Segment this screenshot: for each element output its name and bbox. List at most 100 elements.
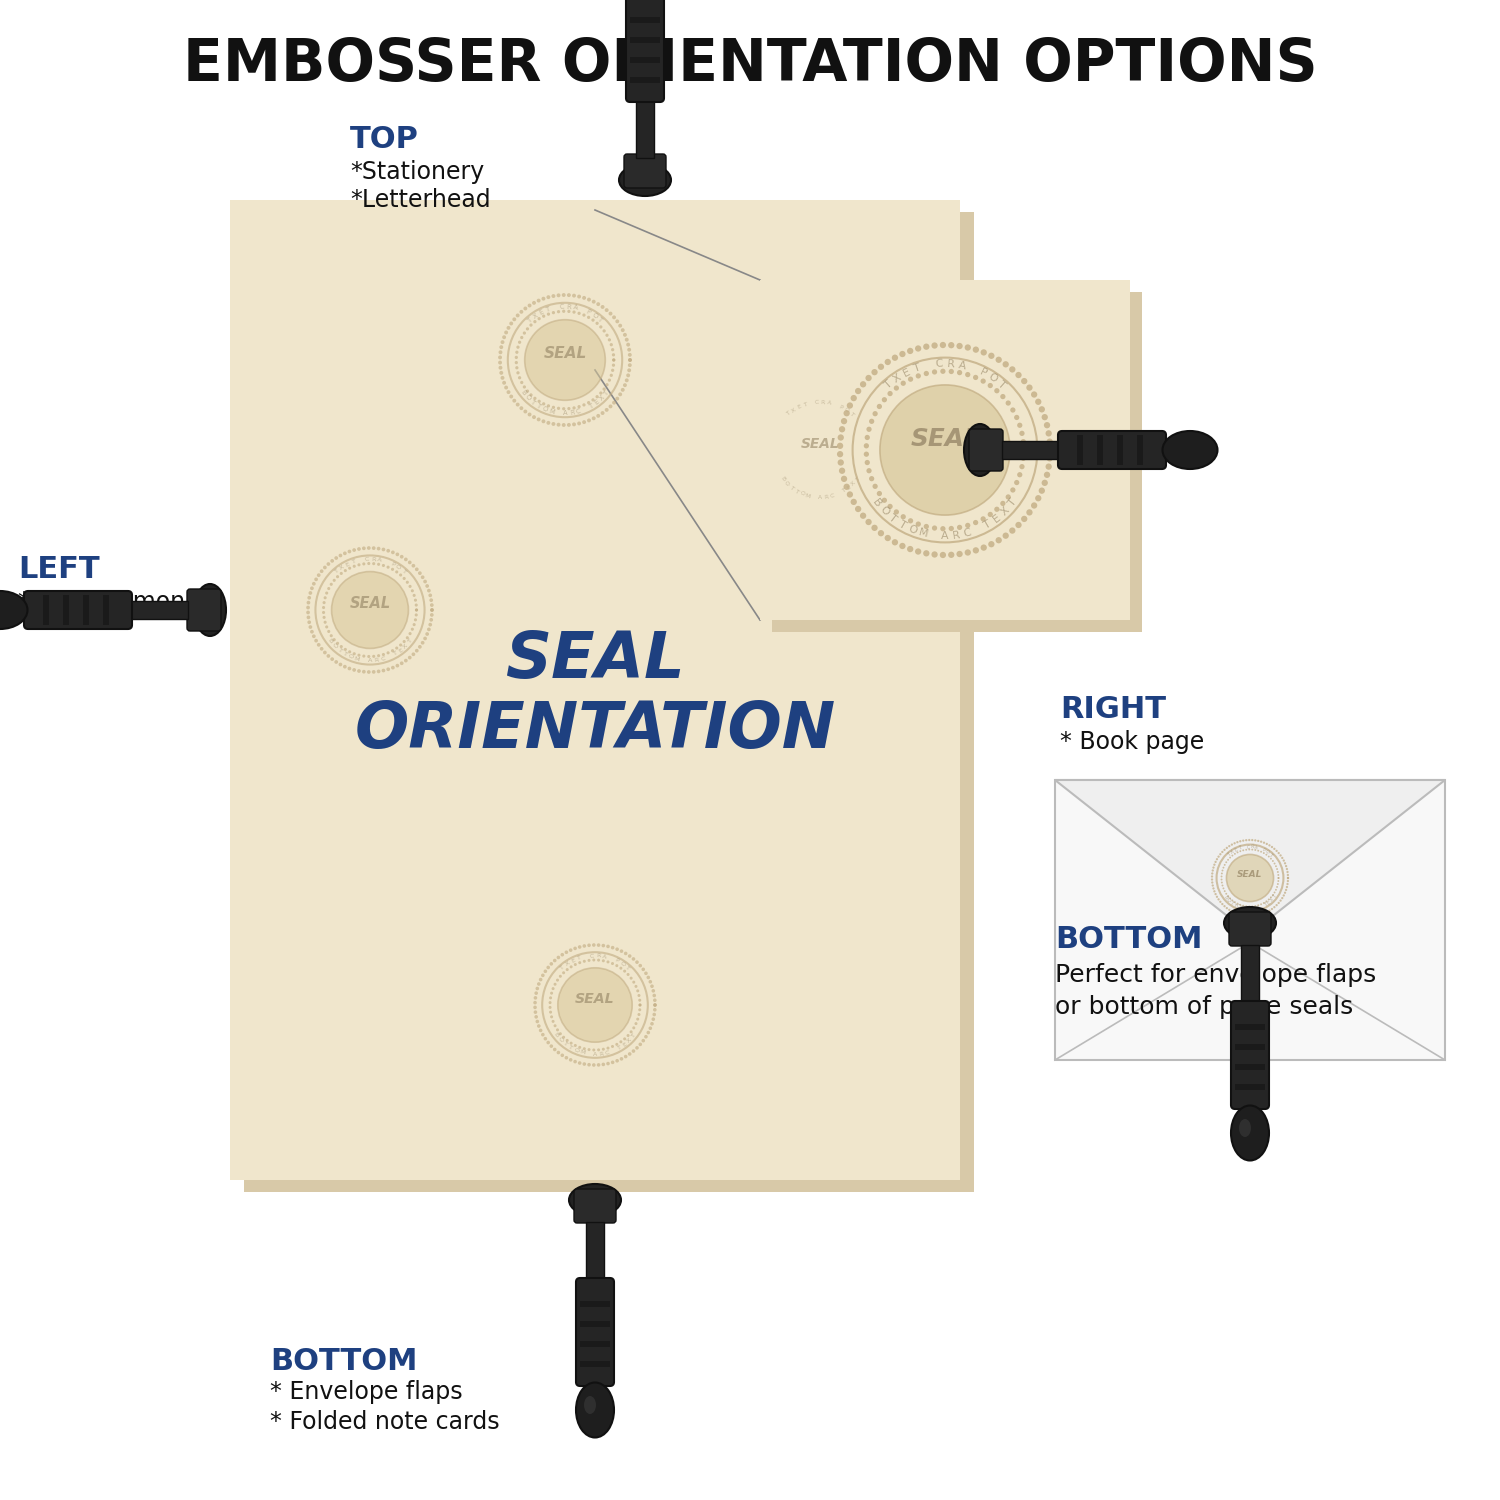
Circle shape [1047,447,1053,453]
Text: A: A [562,411,567,417]
Circle shape [864,460,870,465]
Circle shape [549,1011,552,1014]
Circle shape [1276,886,1278,888]
Circle shape [873,466,877,470]
Text: P: P [978,366,988,378]
Circle shape [598,392,603,394]
Text: A: A [942,531,948,542]
Circle shape [867,478,871,483]
Text: O: O [843,406,849,414]
Bar [586,1222,604,1282]
Circle shape [862,444,864,447]
Circle shape [915,345,921,351]
Circle shape [542,402,546,405]
Circle shape [1287,878,1288,879]
Text: T: T [597,316,603,324]
Circle shape [339,554,342,558]
Circle shape [1224,904,1226,908]
Circle shape [827,506,830,509]
Circle shape [419,645,422,648]
Circle shape [987,382,993,388]
Circle shape [567,310,570,314]
Circle shape [900,514,906,519]
Circle shape [308,621,310,624]
Circle shape [836,504,839,507]
Circle shape [621,328,624,332]
Text: T: T [789,484,794,490]
Circle shape [932,369,938,375]
Text: B: B [871,496,883,508]
Circle shape [1257,904,1258,906]
FancyBboxPatch shape [969,429,1004,471]
Circle shape [602,944,604,948]
Text: R: R [1252,906,1256,912]
Circle shape [333,579,336,582]
Circle shape [542,297,546,300]
Circle shape [598,326,603,328]
FancyBboxPatch shape [576,1278,614,1386]
Circle shape [633,1026,636,1029]
Text: O: O [573,1047,579,1054]
Text: * Book page: * Book page [1060,730,1204,754]
Circle shape [1236,842,1239,843]
Text: R: R [951,530,960,542]
Circle shape [574,1044,578,1047]
Circle shape [1274,906,1275,909]
Ellipse shape [584,1396,596,1414]
Circle shape [1224,849,1226,850]
Circle shape [348,549,351,554]
Text: T: T [603,388,610,396]
Circle shape [778,465,782,468]
Circle shape [646,1030,650,1035]
Circle shape [922,550,930,556]
Circle shape [1022,447,1026,453]
Circle shape [537,982,540,986]
Circle shape [940,552,946,558]
Circle shape [652,1013,656,1017]
Circle shape [651,1017,656,1022]
Circle shape [1245,906,1246,908]
Circle shape [348,666,351,670]
Ellipse shape [1224,908,1276,939]
Circle shape [597,1048,600,1052]
Circle shape [1263,852,1264,853]
Circle shape [556,406,560,410]
Circle shape [831,506,834,509]
Circle shape [776,452,778,454]
Circle shape [876,453,879,456]
Circle shape [639,1042,642,1046]
Text: X: X [850,480,856,488]
Circle shape [516,345,519,350]
Circle shape [1257,840,1260,842]
Circle shape [843,484,846,488]
Circle shape [612,363,615,368]
Circle shape [516,402,519,406]
Text: T: T [544,306,550,314]
Circle shape [615,964,618,968]
Circle shape [1010,366,1016,372]
Circle shape [549,996,552,999]
Circle shape [878,404,882,410]
Bar [630,38,660,44]
Circle shape [837,442,843,448]
Circle shape [1263,912,1264,915]
Text: T: T [406,638,414,645]
Circle shape [609,344,613,346]
Circle shape [776,408,780,413]
Circle shape [843,483,850,490]
Circle shape [783,472,784,476]
Circle shape [1263,842,1264,844]
Circle shape [648,980,652,984]
Circle shape [915,374,921,378]
Circle shape [876,448,879,452]
Circle shape [591,318,594,321]
Text: O: O [348,654,354,660]
Circle shape [1282,859,1286,861]
Circle shape [868,476,874,482]
Circle shape [948,369,954,374]
Circle shape [578,312,580,315]
Circle shape [1226,908,1228,909]
Circle shape [648,1026,652,1030]
Circle shape [578,405,580,408]
Circle shape [430,614,433,616]
